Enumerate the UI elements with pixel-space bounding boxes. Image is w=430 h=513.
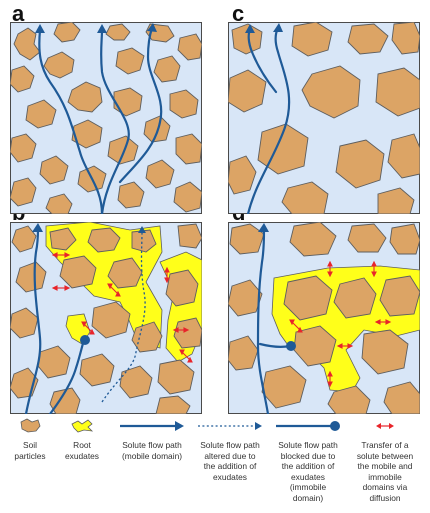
diffusion-arrows xyxy=(51,252,193,363)
solid-arrow-icon xyxy=(120,421,184,431)
soil-particles xyxy=(10,223,202,414)
legend-label-transfer: Transfer of a solute between the mobile … xyxy=(356,440,414,503)
legend-label-soil: Soil particles xyxy=(14,440,46,461)
panel-c xyxy=(228,22,420,214)
panel-d xyxy=(228,222,420,414)
legend-label-blocked: Solute flow path blocked due to the addi… xyxy=(278,440,338,503)
soil-particles xyxy=(228,22,420,214)
blocked-path-endpoint xyxy=(80,335,90,345)
solute-flow-paths xyxy=(38,26,163,214)
blocked-path-endpoint xyxy=(286,341,296,351)
diffusion-arrows xyxy=(289,260,392,388)
panel-a xyxy=(10,22,202,214)
panel-c-drawing xyxy=(228,22,420,214)
flow-arrowheads xyxy=(35,23,157,33)
soil-particles xyxy=(228,222,420,414)
panel-b-drawing xyxy=(10,222,202,414)
panel-b xyxy=(10,222,202,414)
root-exudate-icon xyxy=(71,419,94,433)
legend-label-mobile: Solute flow path (mobile domain) xyxy=(121,440,183,461)
soil-particle-icon xyxy=(20,418,41,433)
flow-arrowhead xyxy=(258,223,269,232)
panel-d-drawing xyxy=(228,222,420,414)
solute-flow-paths xyxy=(24,226,86,414)
panel-a-letter: a xyxy=(12,1,25,26)
soil-particles xyxy=(10,22,202,214)
legend-label-root: Root exudates xyxy=(65,440,99,461)
flow-arrowhead xyxy=(32,223,43,232)
altered-flow-arrowhead xyxy=(138,226,146,233)
flow-arrowheads xyxy=(245,23,283,33)
double-arrow-icon xyxy=(376,423,394,429)
panel-c-letter: c xyxy=(232,1,245,26)
dotted-arrow-icon xyxy=(198,422,262,430)
legend-label-altered: Solute flow path altered due to the addi… xyxy=(200,440,260,482)
solute-flow-paths xyxy=(246,26,291,214)
panel-a-drawing xyxy=(10,22,202,214)
blocked-path-icon xyxy=(276,421,340,431)
